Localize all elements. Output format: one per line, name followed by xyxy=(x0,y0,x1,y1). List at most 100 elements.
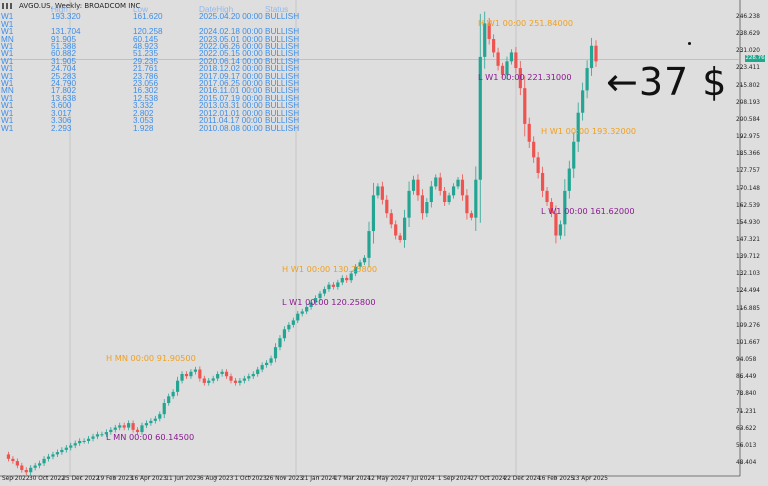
levels-row: W1 24.790 23.056 2017.06.25 00:00 BULLISH xyxy=(1,79,305,89)
levels-row: W1 3.017 2.802 2012.01.01 00:00 BULLISH xyxy=(1,108,305,118)
candle xyxy=(576,102,580,152)
candle xyxy=(256,366,260,377)
levels-cell: 60.882 xyxy=(51,49,77,59)
candle xyxy=(523,75,527,137)
levels-cell: 2010.08.08 00:00 xyxy=(199,123,263,133)
time-tick-label: 7 Jul 2024 xyxy=(405,476,435,482)
candle xyxy=(42,456,46,466)
candle xyxy=(514,46,518,74)
levels-row: W1 131.704 120.258 2024.02.18 00:00 BULLISH xyxy=(1,27,305,37)
candle xyxy=(349,270,353,283)
levels-cell: BULLISH xyxy=(265,79,300,89)
levels-cell: 16.302 xyxy=(133,86,159,96)
levels-cell: 2023.05.01 00:00 xyxy=(199,34,263,44)
candle xyxy=(202,375,206,386)
time-tick-label: 1 Sep 2024 xyxy=(437,476,471,482)
levels-row: W1 24.704 21.761 2018.12.02 00:00 BULLISH xyxy=(1,64,305,73)
candle xyxy=(69,442,73,451)
candle xyxy=(118,422,122,431)
candle xyxy=(55,449,60,458)
symbol-header: AVGO.US, Weekly: BROADCOM INC xyxy=(2,2,140,10)
candle xyxy=(29,465,33,475)
candle xyxy=(46,453,51,462)
levels-row: W1 13.638 12.538 2015.07.19 00:00 BULLISH xyxy=(1,93,305,103)
levels-cell: 13.638 xyxy=(51,93,77,103)
candle xyxy=(73,440,77,449)
levels-cell: 51.388 xyxy=(51,42,77,52)
levels-cell: 2022.05.15 00:00 xyxy=(199,49,263,59)
levels-cell: 2013.03.31 00:00 xyxy=(199,101,263,111)
candle xyxy=(376,183,380,199)
candle xyxy=(331,281,335,290)
candle xyxy=(567,160,571,199)
price-tick-label: 231.020 xyxy=(736,48,760,55)
levels-cell: 29.235 xyxy=(133,56,159,66)
peak-label-low-2: L W1 00:00 161.62000 xyxy=(541,206,635,216)
candle xyxy=(216,371,220,382)
candle xyxy=(345,275,349,283)
candle xyxy=(385,195,389,218)
levels-cell: BULLISH xyxy=(265,123,300,133)
candle xyxy=(443,186,447,206)
levels-row: MN 91.905 60.145 2023.05.01 00:00 BULLISH xyxy=(1,34,305,44)
levels-cell: 17.802 xyxy=(51,86,77,96)
levels-cell: 25.283 xyxy=(51,71,77,81)
levels-cell: 2022.06.26 00:00 xyxy=(199,42,263,52)
candle xyxy=(434,174,438,190)
candle xyxy=(340,275,344,286)
candle xyxy=(322,286,327,297)
levels-cell: 2011.04.17 00:00 xyxy=(199,116,263,126)
levels-cell: W1 xyxy=(1,27,14,37)
candle xyxy=(122,422,126,431)
candle xyxy=(15,458,19,469)
price-tick-label: 208.193 xyxy=(736,99,760,106)
candle xyxy=(38,460,42,469)
candle xyxy=(171,389,175,399)
levels-row: W1 51.388 48.923 2022.06.26 00:00 BULLISH xyxy=(1,42,305,52)
candle xyxy=(505,56,509,80)
candle xyxy=(563,179,567,237)
price-tick-label: 215.802 xyxy=(736,82,760,89)
peak-label-low-3: L W1 00:00 120.25800 xyxy=(282,297,376,307)
candle xyxy=(438,172,442,196)
levels-cell: W1 xyxy=(1,93,14,103)
levels-cell: W1 xyxy=(1,123,14,133)
levels-cell: 23.056 xyxy=(133,79,159,89)
levels-cell: 2.802 xyxy=(133,108,154,118)
price-tick-label: 162.539 xyxy=(736,202,760,209)
candle xyxy=(371,182,376,244)
candle xyxy=(483,11,487,69)
candle xyxy=(131,420,135,433)
levels-cell: 3.017 xyxy=(51,108,72,118)
levels-row: W1 3.306 3.053 2011.04.17 00:00 BULLISH xyxy=(1,116,305,126)
candle xyxy=(269,355,273,366)
candle xyxy=(95,431,100,440)
candle xyxy=(113,424,117,433)
candle xyxy=(184,371,189,379)
time-tick-label: 16 Feb 2025 xyxy=(538,476,575,482)
levels-cell: 3.332 xyxy=(133,101,154,111)
candle xyxy=(380,181,384,205)
candle xyxy=(278,335,282,351)
levels-cell: W1 xyxy=(1,108,14,118)
price-tick-label: 101.667 xyxy=(736,339,760,346)
candle xyxy=(153,415,157,424)
candle xyxy=(585,60,589,99)
candle xyxy=(296,311,300,324)
price-tick-label: 124.494 xyxy=(736,288,760,295)
time-tick-label: 16 Apr 2023 xyxy=(130,476,167,482)
levels-cell: W1 xyxy=(1,12,14,22)
levels-cell: BULLISH xyxy=(265,86,300,96)
levels-row: W1 25.283 23.786 2017.09.17 00:00 BULLISH xyxy=(1,71,305,81)
candle xyxy=(109,427,113,435)
candle xyxy=(242,375,246,384)
peak-label-high-3: H W1 00:00 130.25800 xyxy=(282,264,378,274)
candle xyxy=(51,451,55,460)
current-price-tag: 228.76 xyxy=(745,55,765,62)
candle xyxy=(429,180,433,208)
levels-row: W1 3.600 3.332 2013.03.31 00:00 BULLISH xyxy=(1,101,305,111)
time-tick-label: 30 Oct 2022 xyxy=(29,476,65,482)
levels-cell: W1 xyxy=(1,56,14,66)
